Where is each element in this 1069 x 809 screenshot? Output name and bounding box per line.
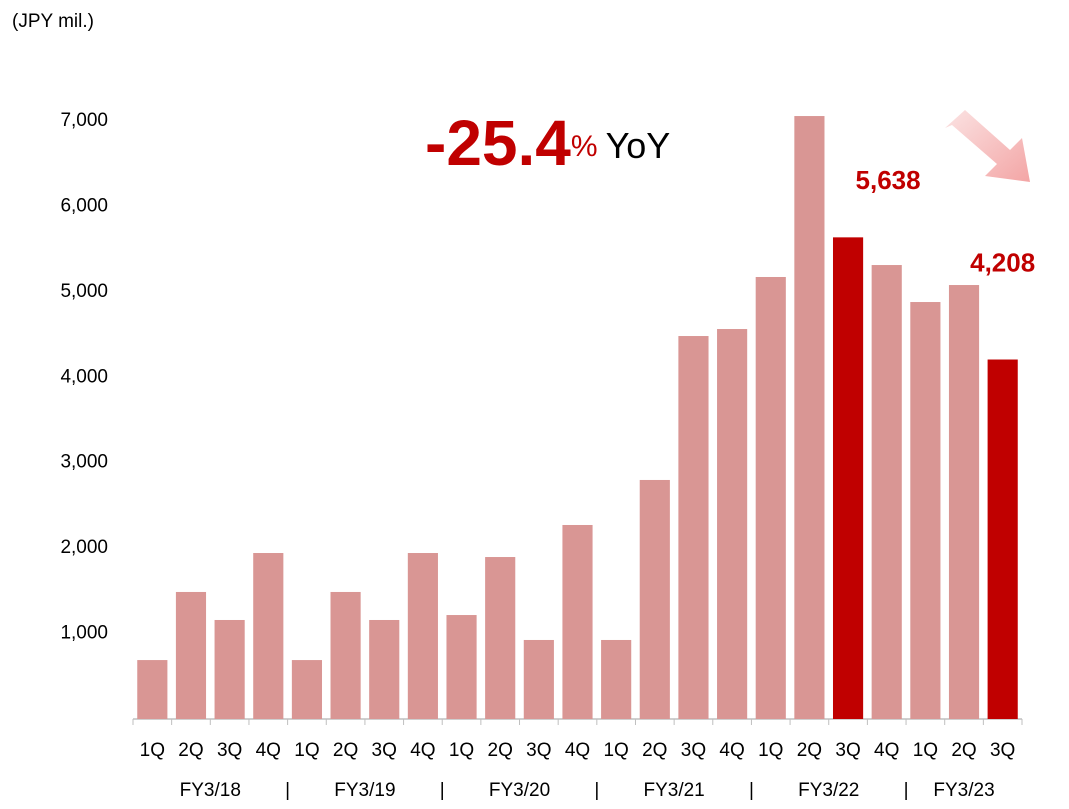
bar xyxy=(330,591,361,719)
x-tick-label: 1Q xyxy=(449,740,474,761)
bar xyxy=(910,302,941,719)
group-label: FY3/20 xyxy=(489,780,550,801)
trend-arrow xyxy=(945,110,1030,182)
group-label: FY3/22 xyxy=(798,780,859,801)
bar xyxy=(175,591,207,719)
group-separator: | xyxy=(904,780,909,801)
bar xyxy=(562,524,593,719)
x-tick-label: 2Q xyxy=(797,740,822,761)
bar xyxy=(446,615,477,719)
x-tick-label: 1Q xyxy=(913,740,938,761)
bar xyxy=(639,479,670,719)
bar xyxy=(369,619,400,719)
bar xyxy=(601,639,632,719)
x-tick-label: 1Q xyxy=(603,740,628,761)
group-label: FY3/18 xyxy=(180,780,241,801)
bar xyxy=(832,237,864,720)
x-tick-label: 4Q xyxy=(874,740,899,761)
x-tick-label: 4Q xyxy=(256,740,281,761)
group-separator: | xyxy=(749,780,754,801)
bar xyxy=(794,116,825,719)
bar xyxy=(755,276,786,719)
bar xyxy=(948,285,980,719)
x-tick-label: 4Q xyxy=(410,740,435,761)
x-tick-label: 1Q xyxy=(294,740,319,761)
group-separator: | xyxy=(594,780,599,801)
annotation-value: -25.4 xyxy=(425,107,571,179)
bar xyxy=(253,553,284,719)
bar xyxy=(678,336,709,719)
x-tick-label: 2Q xyxy=(333,740,358,761)
x-tick-label: 2Q xyxy=(178,740,203,761)
x-tick-label: 3Q xyxy=(217,740,242,761)
x-tick-label: 4Q xyxy=(565,740,590,761)
group-label: FY3/23 xyxy=(933,780,994,801)
annotation-suffix: YoY xyxy=(606,125,671,166)
x-tick-label: 3Q xyxy=(990,740,1015,761)
x-tick-label: 1Q xyxy=(140,740,165,761)
value-label: 4,208 xyxy=(970,247,1035,277)
x-tick-label: 1Q xyxy=(758,740,783,761)
y-tick-label: 5,000 xyxy=(60,281,108,302)
group-label: FY3/21 xyxy=(643,780,704,801)
bar xyxy=(871,265,902,719)
y-tick-label: 2,000 xyxy=(60,537,108,558)
x-tick-label: 3Q xyxy=(372,740,397,761)
bar xyxy=(717,329,748,719)
bar xyxy=(291,660,323,719)
bar xyxy=(137,660,168,719)
annotation-unit: % xyxy=(571,130,598,163)
y-tick-label: 6,000 xyxy=(60,195,108,216)
x-tick-label: 3Q xyxy=(681,740,706,761)
x-tick-label: 2Q xyxy=(951,740,976,761)
unit-label: (JPY mil.) xyxy=(12,11,94,32)
group-separator: | xyxy=(285,780,290,801)
y-tick-label: 7,000 xyxy=(60,110,108,131)
x-tick-label: 4Q xyxy=(719,740,744,761)
x-tick-label: 2Q xyxy=(642,740,667,761)
value-label: 5,638 xyxy=(856,165,921,195)
x-tick-label: 2Q xyxy=(488,740,513,761)
group-separator: | xyxy=(440,780,445,801)
y-tick-label: 3,000 xyxy=(60,452,108,473)
bar xyxy=(485,557,516,719)
bar xyxy=(407,553,438,719)
bar xyxy=(214,619,245,719)
group-label: FY3/19 xyxy=(334,780,395,801)
bar xyxy=(987,359,1018,719)
x-tick-label: 3Q xyxy=(835,740,860,761)
y-tick-label: 4,000 xyxy=(60,366,108,387)
x-tick-label: 3Q xyxy=(526,740,551,761)
bar xyxy=(523,639,554,719)
annotation: -25.4% YoY xyxy=(425,107,670,179)
y-tick-label: 1,000 xyxy=(60,623,108,644)
